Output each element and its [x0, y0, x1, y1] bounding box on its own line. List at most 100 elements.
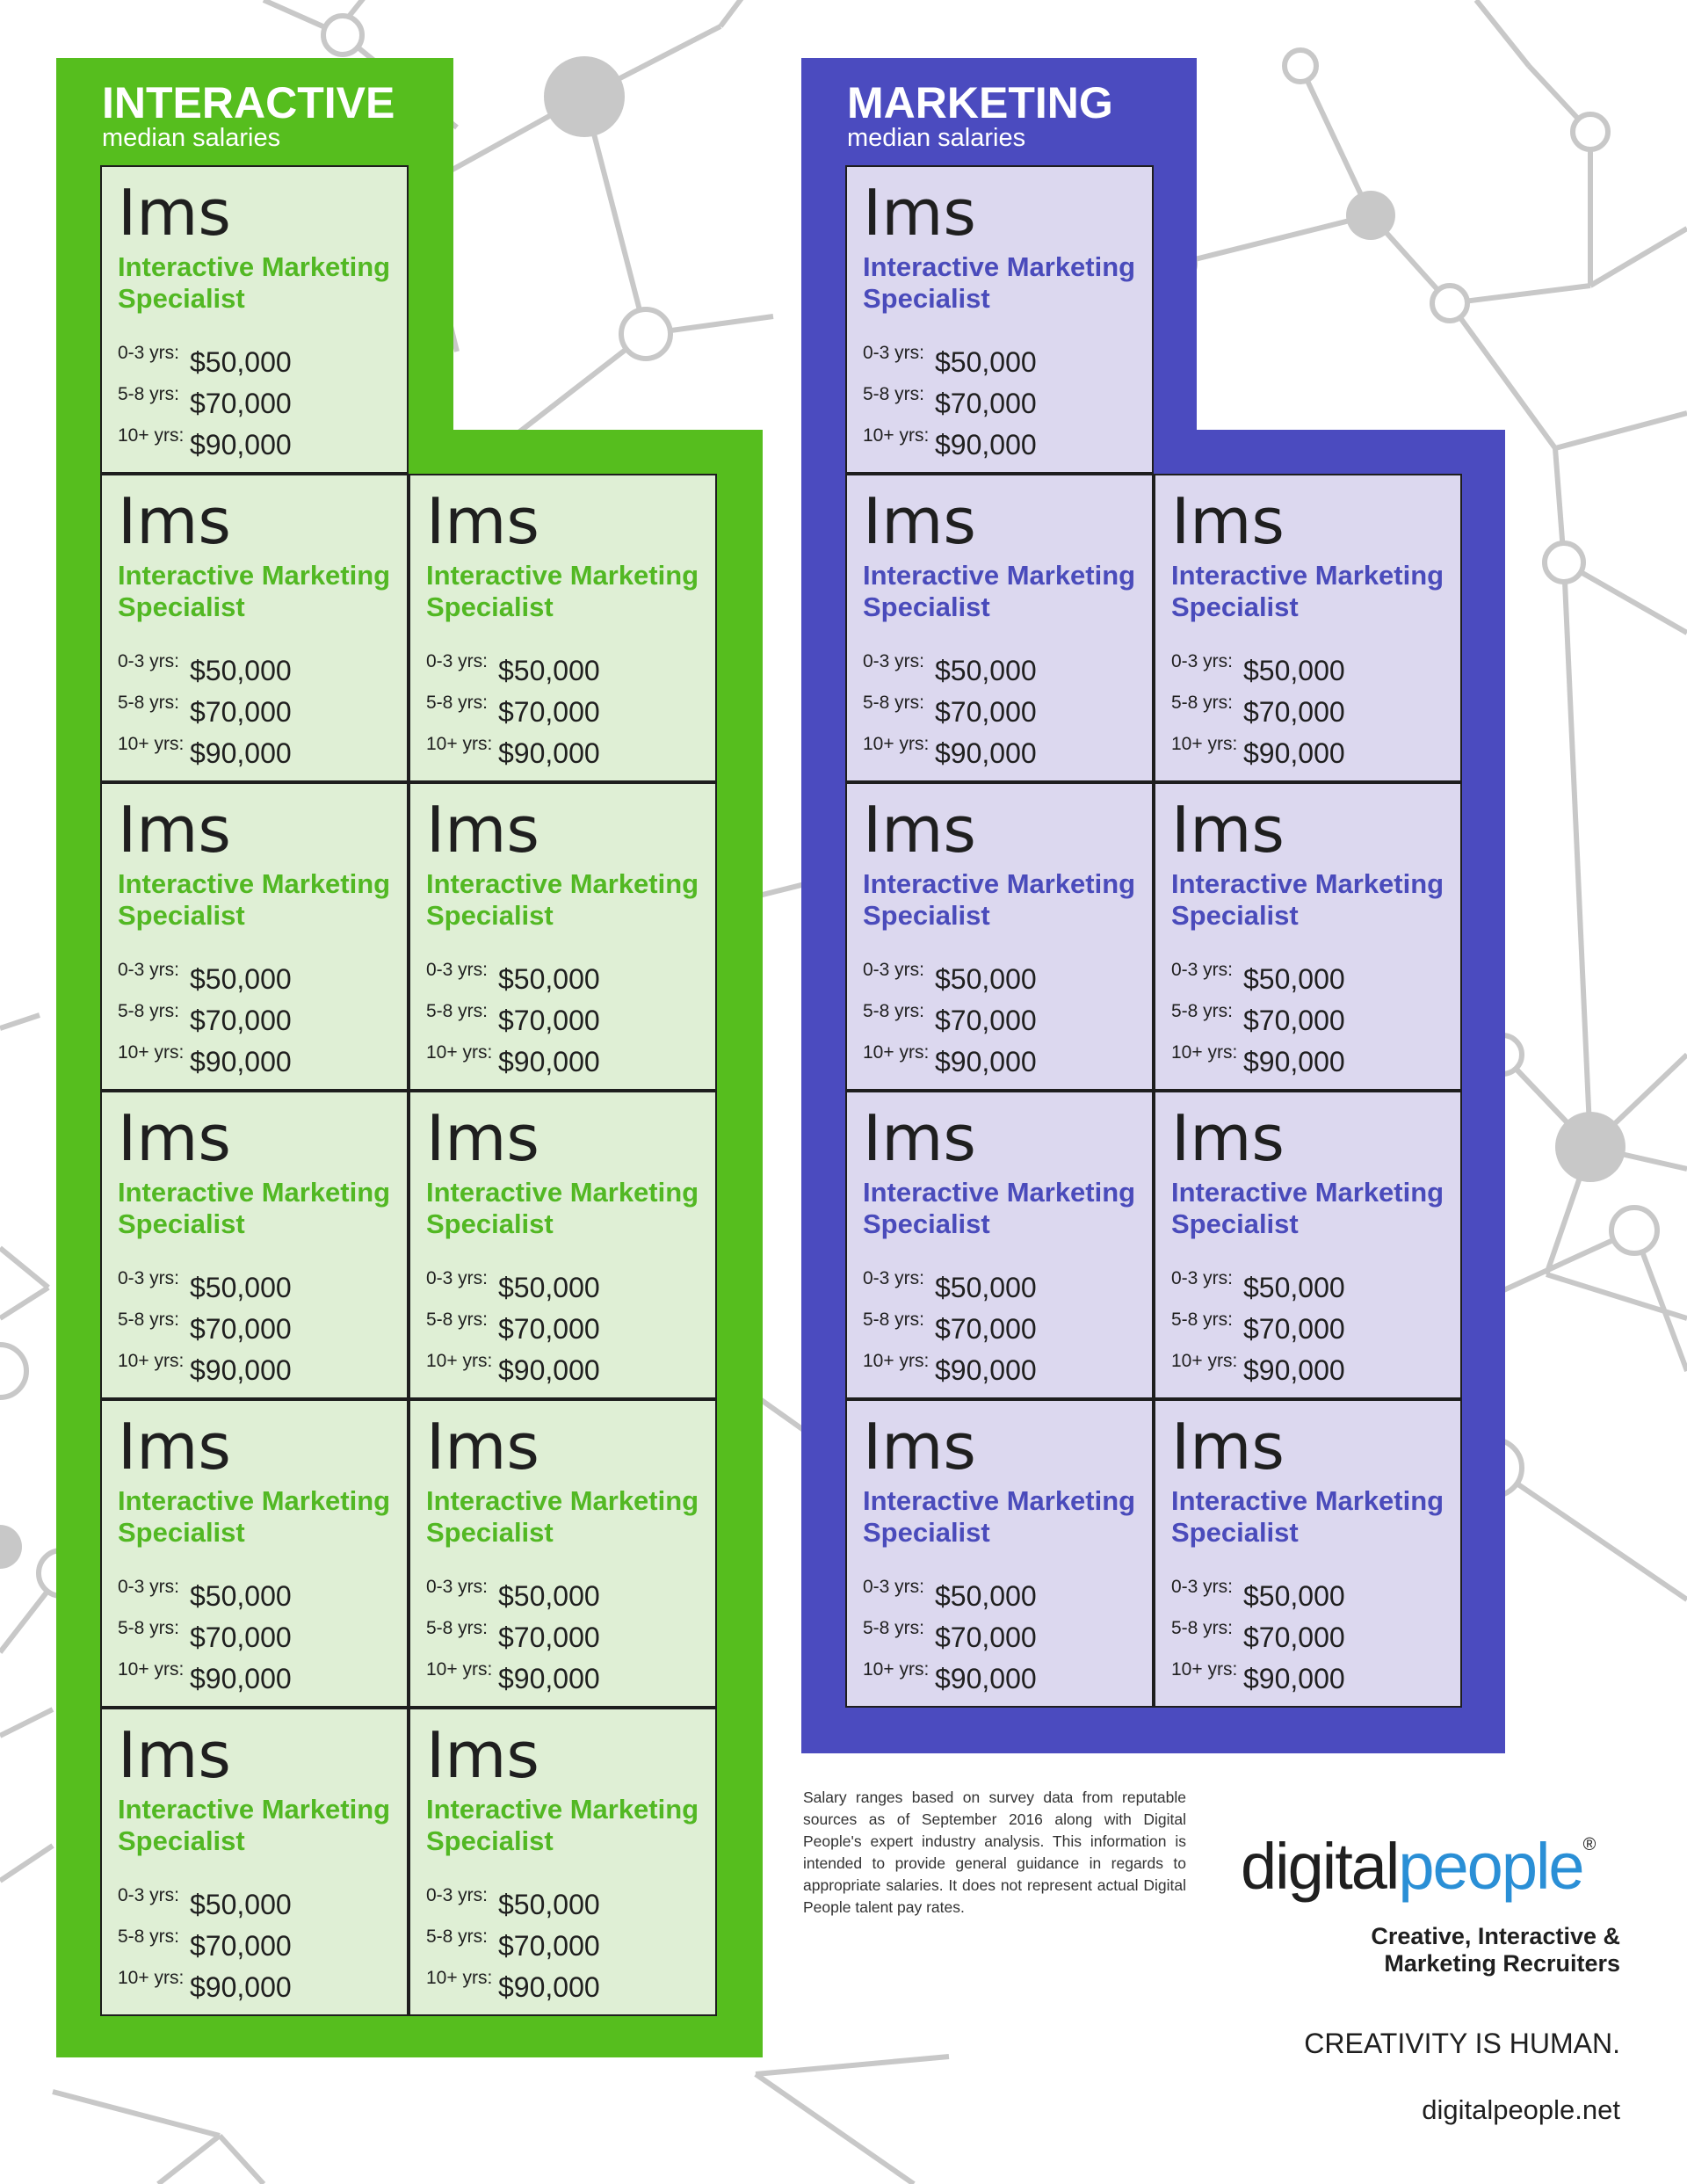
salary-value: $50,000 — [498, 655, 600, 686]
experience-label: 10+ yrs: — [426, 1968, 493, 1988]
salary-value: $50,000 — [190, 346, 292, 378]
job-title-line2: Specialist — [863, 1517, 990, 1548]
salary-value: $90,000 — [190, 1354, 292, 1386]
job-title-line2: Specialist — [426, 900, 554, 931]
job-abbreviation: Ims — [118, 1101, 231, 1175]
salary-row-5-8: 5-8 yrs: $70,000 — [1171, 1614, 1452, 1653]
job-title-line2: Specialist — [863, 591, 990, 622]
marketing-subtitle: median salaries — [847, 124, 1026, 152]
salary-row-10-plus: 10+ yrs: $90,000 — [118, 1964, 399, 2003]
salary-card: Ims Interactive Marketing Specialist 0-3 … — [845, 1399, 1154, 1708]
salary-row-0-3: 0-3 yrs: $50,000 — [863, 1573, 1144, 1612]
experience-label: 10+ yrs: — [118, 1659, 185, 1680]
job-title-line1: Interactive Marketing — [118, 1485, 391, 1516]
salary-row-0-3: 0-3 yrs: $50,000 — [118, 648, 399, 686]
job-abbreviation: Ims — [863, 484, 976, 558]
job-abbreviation: Ims — [426, 1718, 539, 1792]
salary-value: $70,000 — [190, 1005, 292, 1036]
salary-value: $90,000 — [498, 737, 600, 769]
experience-label: 0-3 yrs: — [426, 1577, 489, 1597]
salary-card: Ims Interactive Marketing Specialist 0-3 … — [100, 165, 409, 474]
interactive-subtitle: median salaries — [102, 124, 281, 152]
job-title-line1: Interactive Marketing — [1171, 560, 1444, 591]
experience-label: 10+ yrs: — [426, 1659, 493, 1680]
job-title-line1: Interactive Marketing — [863, 868, 1136, 899]
salary-row-5-8: 5-8 yrs: $70,000 — [426, 1923, 707, 1962]
experience-label: 5-8 yrs: — [426, 1001, 489, 1021]
salary-row-0-3: 0-3 yrs: $50,000 — [118, 1882, 399, 1920]
experience-label: 0-3 yrs: — [863, 651, 925, 671]
salary-card: Ims Interactive Marketing Specialist 0-3 … — [1154, 1091, 1462, 1399]
experience-label: 10+ yrs: — [426, 1042, 493, 1063]
job-abbreviation: Ims — [863, 1101, 976, 1175]
job-abbreviation: Ims — [118, 793, 231, 867]
experience-label: 0-3 yrs: — [118, 1268, 180, 1288]
experience-label: 0-3 yrs: — [118, 960, 180, 980]
salary-row-5-8: 5-8 yrs: $70,000 — [1171, 1306, 1452, 1345]
job-title-line1: Interactive Marketing — [118, 251, 391, 282]
salary-row-10-plus: 10+ yrs: $90,000 — [426, 1964, 707, 2003]
salary-card: Ims Interactive Marketing Specialist 0-3 … — [845, 782, 1154, 1091]
salary-row-5-8: 5-8 yrs: $70,000 — [863, 1306, 1144, 1345]
salary-row-10-plus: 10+ yrs: $90,000 — [863, 1656, 1144, 1694]
job-title: Interactive Marketing Specialist — [426, 1177, 715, 1240]
salary-row-0-3: 0-3 yrs: $50,000 — [1171, 648, 1452, 686]
salary-row-5-8: 5-8 yrs: $70,000 — [1171, 998, 1452, 1036]
salary-row-5-8: 5-8 yrs: $70,000 — [118, 1306, 399, 1345]
salary-value: $70,000 — [190, 1622, 292, 1653]
experience-label: 5-8 yrs: — [1171, 1001, 1234, 1021]
salary-row-10-plus: 10+ yrs: $90,000 — [118, 730, 399, 769]
salary-value: $50,000 — [1243, 963, 1345, 995]
job-title-line2: Specialist — [863, 1208, 990, 1239]
experience-label: 0-3 yrs: — [1171, 651, 1234, 671]
salary-row-10-plus: 10+ yrs: $90,000 — [1171, 730, 1452, 769]
experience-label: 10+ yrs: — [1171, 1042, 1238, 1063]
salary-value: $90,000 — [1243, 1046, 1345, 1077]
salary-row-0-3: 0-3 yrs: $50,000 — [863, 339, 1144, 378]
salary-value: $70,000 — [935, 1622, 1037, 1653]
job-title-line1: Interactive Marketing — [863, 251, 1136, 282]
job-title-line1: Interactive Marketing — [1171, 1485, 1444, 1516]
salary-card: Ims Interactive Marketing Specialist 0-3 … — [100, 1708, 409, 2016]
salary-value: $90,000 — [190, 1663, 292, 1694]
experience-label: 10+ yrs: — [863, 1659, 930, 1680]
salary-row-5-8: 5-8 yrs: $70,000 — [118, 689, 399, 728]
salary-value: $70,000 — [1243, 1005, 1345, 1036]
salary-row-5-8: 5-8 yrs: $70,000 — [863, 1614, 1144, 1653]
salary-value: $90,000 — [935, 1663, 1037, 1694]
salary-row-0-3: 0-3 yrs: $50,000 — [1171, 1265, 1452, 1303]
salary-row-5-8: 5-8 yrs: $70,000 — [863, 998, 1144, 1036]
job-title-line2: Specialist — [1171, 1208, 1299, 1239]
salary-row-5-8: 5-8 yrs: $70,000 — [118, 998, 399, 1036]
job-title: Interactive Marketing Specialist — [118, 1794, 407, 1857]
job-title-line2: Specialist — [426, 1517, 554, 1548]
experience-label: 0-3 yrs: — [118, 343, 180, 363]
salary-row-5-8: 5-8 yrs: $70,000 — [863, 381, 1144, 419]
salary-card: Ims Interactive Marketing Specialist 0-3 … — [100, 782, 409, 1091]
salary-row-5-8: 5-8 yrs: $70,000 — [118, 1923, 399, 1962]
salary-card: Ims Interactive Marketing Specialist 0-3 … — [100, 474, 409, 782]
website-link[interactable]: digitalpeople.net — [1422, 2094, 1620, 2125]
logo-text-digital: digital — [1241, 1830, 1400, 1903]
salary-row-5-8: 5-8 yrs: $70,000 — [426, 998, 707, 1036]
job-title: Interactive Marketing Specialist — [118, 251, 407, 315]
salary-value: $90,000 — [935, 1354, 1037, 1386]
experience-label: 5-8 yrs: — [118, 1310, 180, 1330]
job-title: Interactive Marketing Specialist — [863, 1485, 1152, 1549]
salary-value: $50,000 — [1243, 655, 1345, 686]
marketing-header: MARKETING median salaries — [847, 81, 1113, 151]
salary-row-0-3: 0-3 yrs: $50,000 — [118, 339, 399, 378]
salary-value: $70,000 — [935, 388, 1037, 419]
job-title: Interactive Marketing Specialist — [863, 868, 1152, 932]
salary-row-5-8: 5-8 yrs: $70,000 — [426, 689, 707, 728]
salary-row-0-3: 0-3 yrs: $50,000 — [426, 1265, 707, 1303]
salary-row-10-plus: 10+ yrs: $90,000 — [1171, 1039, 1452, 1077]
experience-label: 0-3 yrs: — [118, 1885, 180, 1905]
experience-label: 0-3 yrs: — [426, 1268, 489, 1288]
job-title-line2: Specialist — [1171, 900, 1299, 931]
experience-label: 10+ yrs: — [863, 734, 930, 754]
logo-text-people: people — [1398, 1830, 1584, 1903]
salary-row-10-plus: 10+ yrs: $90,000 — [863, 422, 1144, 461]
experience-label: 0-3 yrs: — [863, 343, 925, 363]
job-title-line1: Interactive Marketing — [1171, 868, 1444, 899]
